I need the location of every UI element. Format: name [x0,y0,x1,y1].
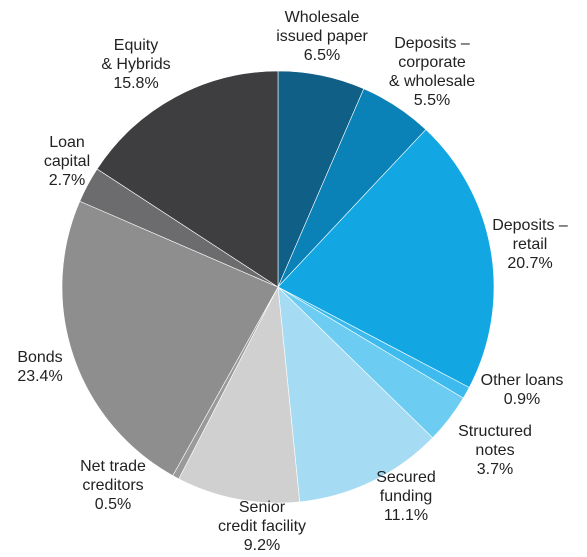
slice-label-7: Net trade creditors 0.5% [80,458,146,513]
slice-label-0: Wholesale issued paper 6.5% [276,9,368,64]
slice-name-line: creditors [82,477,143,494]
slice-label-5: Secured funding 11.1% [376,469,436,524]
slice-value-label: 2.7% [49,172,85,189]
slice-value-label: 15.8% [113,75,158,92]
slice-value-label: 23.4% [17,368,62,385]
slice-name-line: Senior [239,499,286,516]
slice-value-label: 20.7% [507,255,552,272]
slice-name-line: Equity [114,37,158,54]
slice-name-line: Bonds [17,349,62,366]
slice-name-line: credit facility [218,518,306,535]
slice-name-line: & wholesale [389,73,475,90]
slice-name-line: issued paper [276,28,368,45]
slice-labels: Wholesale issued paper 6.5% Deposits – corpo… [17,9,568,554]
slice-name-line: corporate [398,54,466,71]
pie-slice-5 [277,286,434,503]
pie-slice-10 [96,70,279,288]
slice-value-label: 5.5% [414,92,450,109]
slice-name-line: notes [475,442,514,459]
slice-label-10: Equity & Hybrids 15.8% [101,37,170,92]
slice-name-line: retail [513,236,548,253]
slice-name-line: Other loans [481,372,564,389]
slice-name-line: Wholesale [285,9,360,26]
slice-label-3: Other loans 0.9% [481,372,564,408]
slice-label-9: Loan capital 2.7% [44,134,90,189]
slice-name-line: Net trade [80,458,146,475]
slice-name-line: capital [44,153,90,170]
slice-name-line: Structured [458,423,532,440]
slice-label-8: Bonds 23.4% [17,349,62,385]
slice-name-line: Loan [49,134,85,151]
slice-value-label: 6.5% [304,47,340,64]
slice-label-1: Deposits – corporate & wholesale 5.5% [389,35,475,109]
pie-slice-6 [178,285,301,504]
slice-value-label: 0.9% [504,391,540,408]
slice-label-6: Senior credit facility 9.2% [218,499,306,554]
slice-label-2: Deposits – retail 20.7% [492,217,568,272]
slice-value-label: 11.1% [384,507,428,524]
slice-value-label: 9.2% [244,537,280,554]
pie-slices [61,70,495,504]
slice-name-line: Deposits – [394,35,470,52]
slice-name-line: funding [380,488,433,505]
pie-slice-2 [277,129,495,388]
slice-label-4: Structured notes 3.7% [458,423,532,478]
slice-name-line: Secured [376,469,436,486]
slice-name-line: Deposits – [492,217,568,234]
slice-value-label: 0.5% [95,496,131,513]
slice-name-line: & Hybrids [101,56,170,73]
slice-value-label: 3.7% [477,461,513,478]
pie-slice-8 [61,200,279,477]
